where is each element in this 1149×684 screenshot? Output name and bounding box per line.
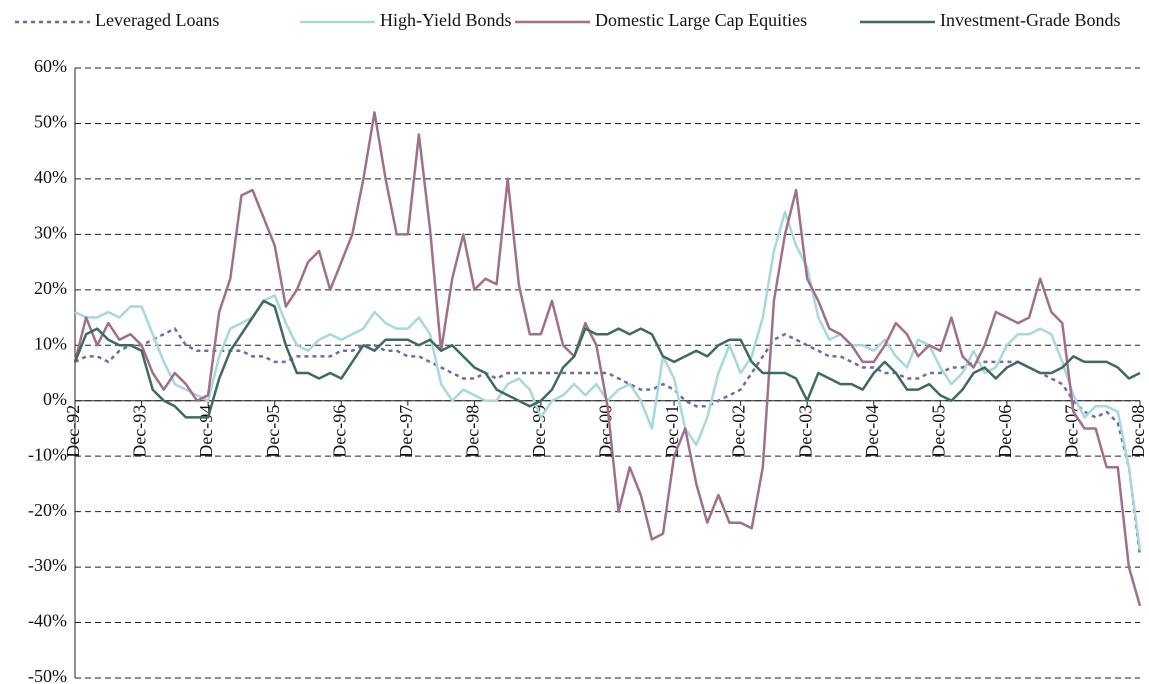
x-tick-label: Dec-95 xyxy=(263,405,283,458)
series-line xyxy=(73,111,1142,607)
x-tick-label: Dec-94 xyxy=(196,405,216,458)
y-tick-label: -30% xyxy=(28,555,67,575)
x-tick-label: Dec-08 xyxy=(1128,405,1148,458)
y-tick-label: 40% xyxy=(34,167,67,187)
series-line xyxy=(74,327,1142,557)
x-tick-label: Dec-99 xyxy=(529,405,549,458)
y-tick-label: -10% xyxy=(28,444,67,464)
y-tick-label: 20% xyxy=(34,278,67,298)
x-tick-label: Dec-03 xyxy=(795,405,815,458)
x-tick-label: Dec-07 xyxy=(1062,405,1082,458)
y-tick-label: 60% xyxy=(34,56,67,76)
x-tick-label: Dec-92 xyxy=(63,405,83,458)
x-tick-label: Dec-06 xyxy=(995,405,1015,458)
x-tick-label: Dec-04 xyxy=(862,405,882,458)
y-tick-label: -20% xyxy=(28,500,67,520)
series-line xyxy=(73,299,1141,419)
legend-label: Investment-Grade Bonds xyxy=(940,10,1120,30)
legend-label: Leveraged Loans xyxy=(95,10,219,30)
series-line xyxy=(74,210,1142,551)
y-tick-label: -50% xyxy=(28,666,67,684)
x-tick-label: Dec-97 xyxy=(396,405,416,458)
y-tick-label: -40% xyxy=(28,611,67,631)
y-tick-label: 30% xyxy=(34,222,67,242)
legend-label: High-Yield Bonds xyxy=(380,10,512,30)
x-tick-label: Dec-02 xyxy=(729,405,749,458)
x-tick-label: Dec-98 xyxy=(463,405,483,458)
x-tick-label: Dec-93 xyxy=(130,405,150,458)
x-tick-label: Dec-96 xyxy=(329,405,349,458)
x-tick-label: Dec-05 xyxy=(928,405,948,458)
legend-label: Domestic Large Cap Equities xyxy=(595,10,807,30)
x-tick-label: Dec-01 xyxy=(662,405,682,458)
y-tick-label: 10% xyxy=(34,333,67,353)
y-tick-label: 50% xyxy=(34,112,67,132)
y-tick-label: 0% xyxy=(43,389,67,409)
